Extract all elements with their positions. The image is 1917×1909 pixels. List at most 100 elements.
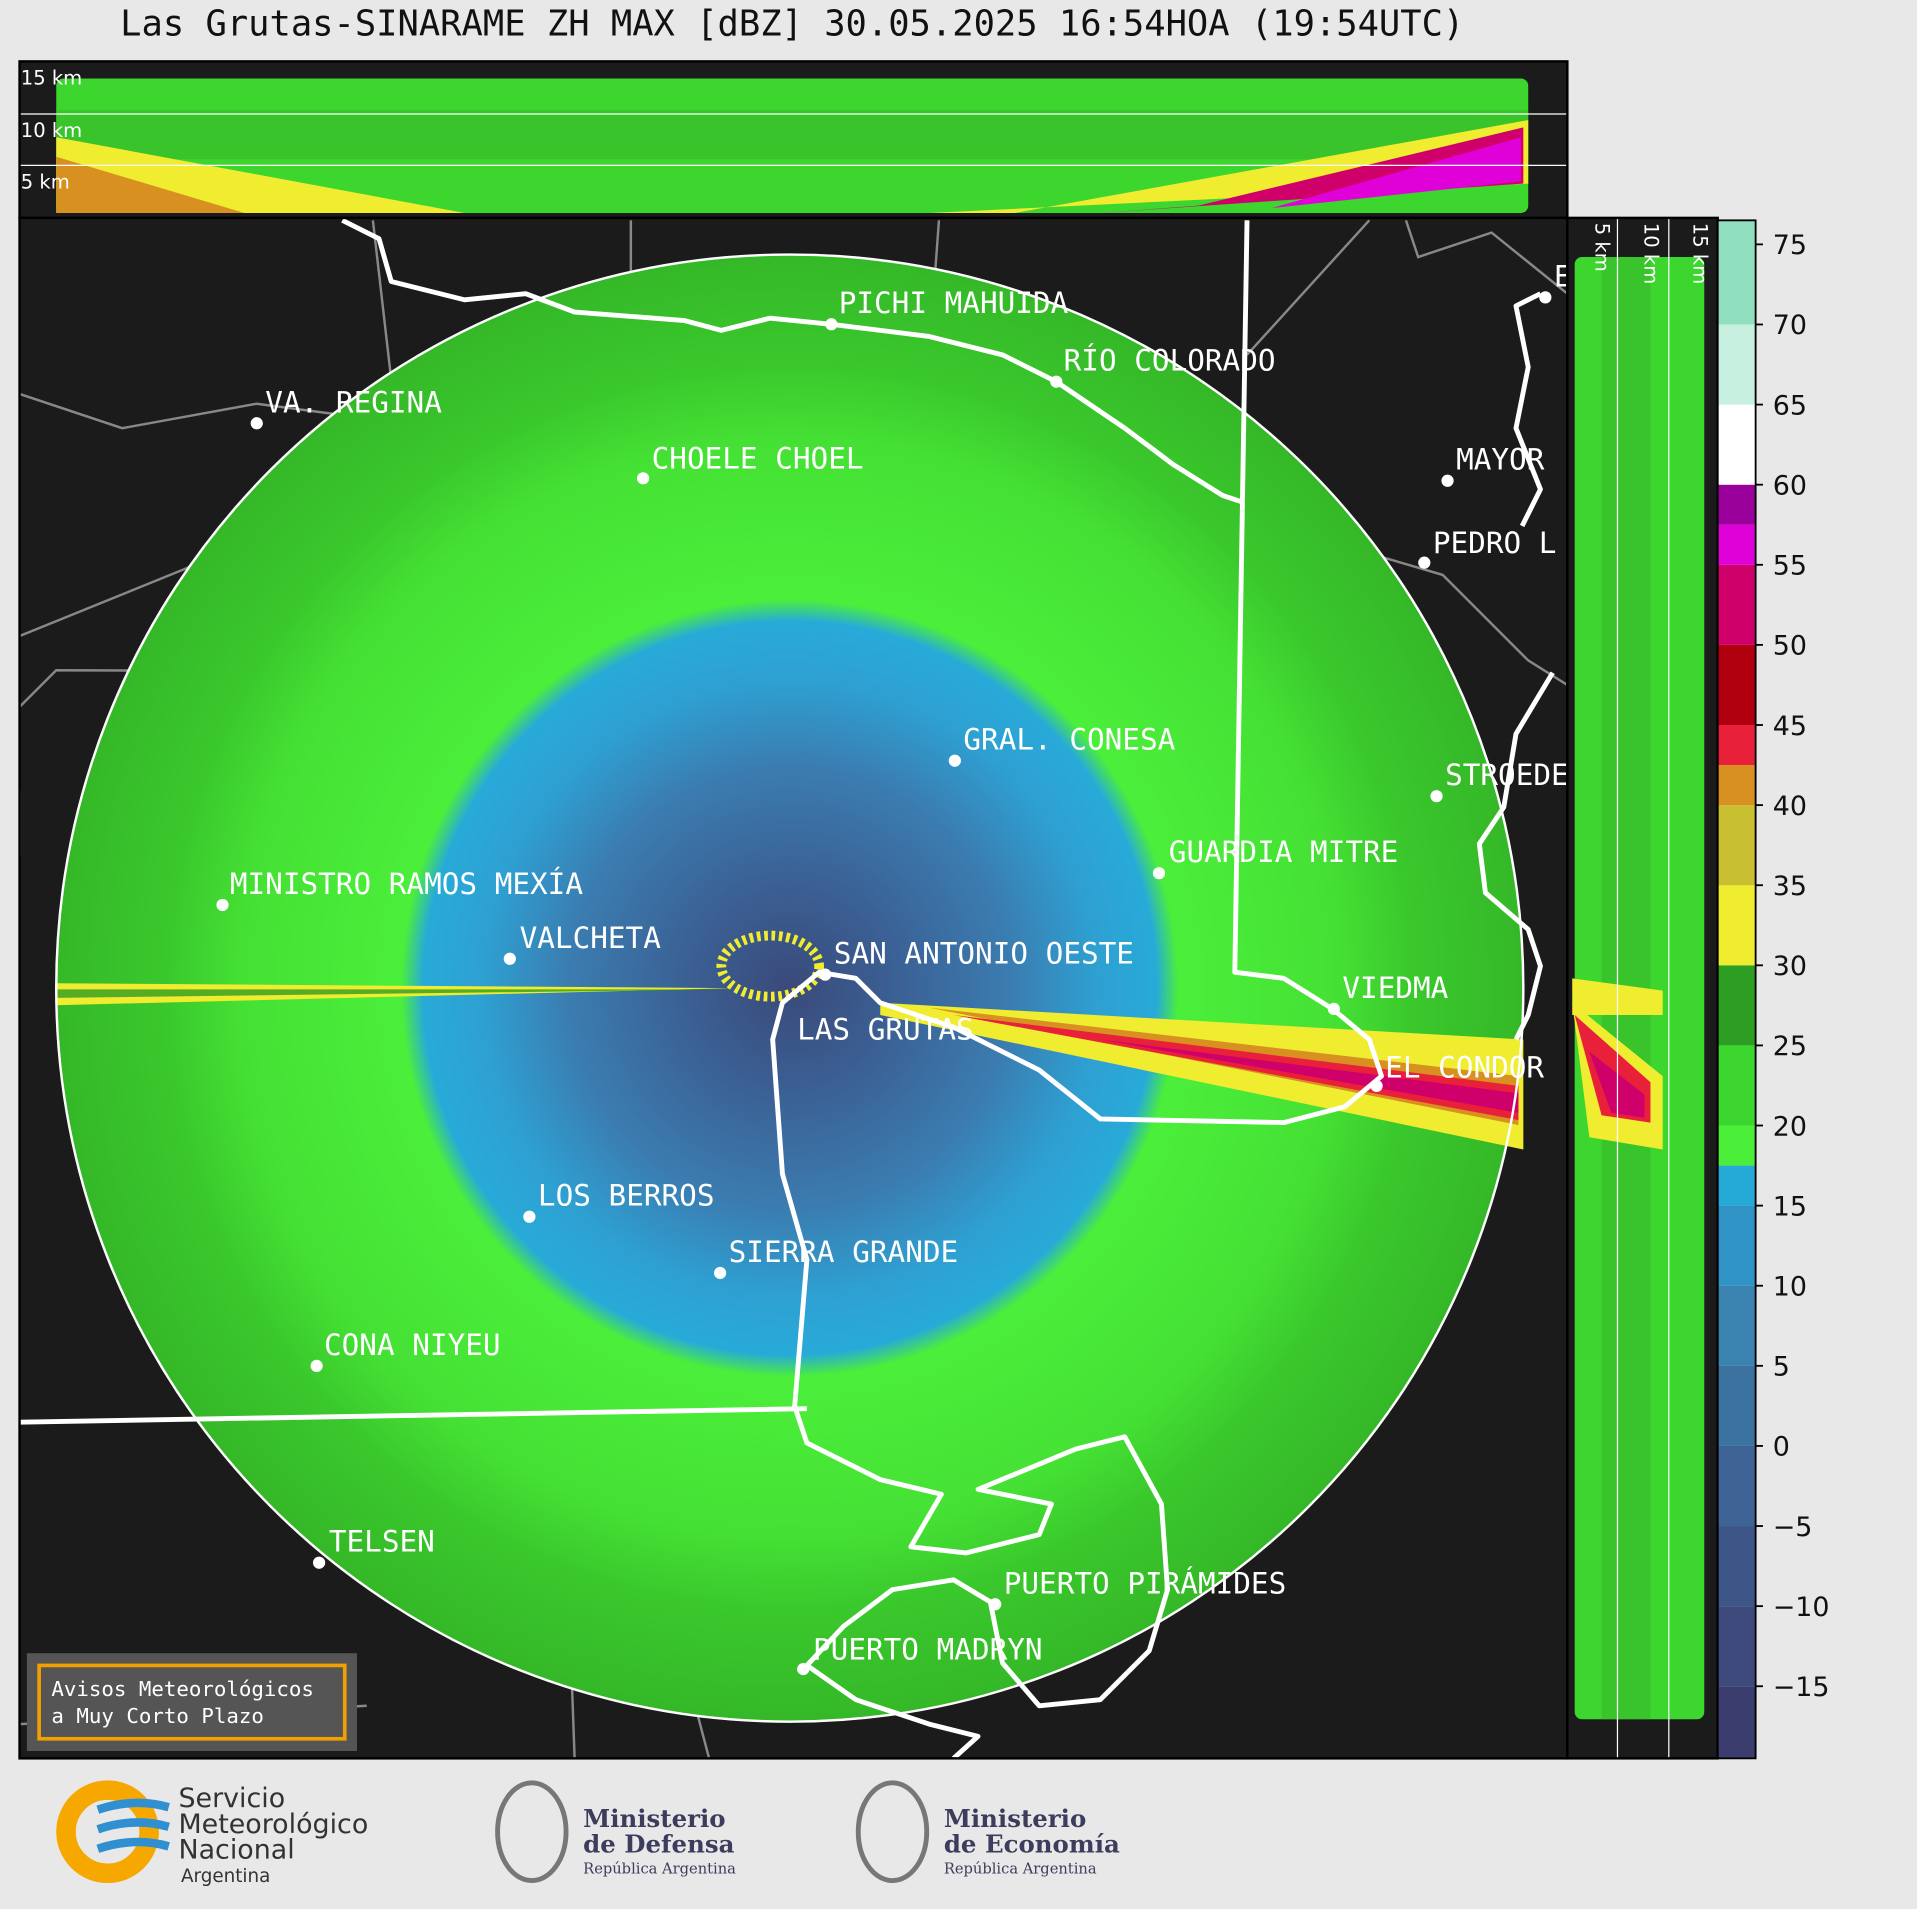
- colorbar-segment: [1717, 1165, 1756, 1206]
- place-dot: [1418, 556, 1431, 569]
- colorbar-segment: [1717, 644, 1756, 725]
- logo-text: Argentina: [181, 1866, 270, 1887]
- place-dot: [312, 1556, 326, 1569]
- notice-text: a Muy Corto Plazo: [51, 1704, 264, 1728]
- colorbar-tick-label: 20: [1773, 1111, 1807, 1142]
- place-label: PUERTO PIRÁMIDES: [1004, 1565, 1287, 1600]
- place-label: E: [1554, 259, 1572, 293]
- logo-text: República Argentina: [944, 1860, 1097, 1877]
- colorbar-tick-label: 30: [1773, 951, 1807, 982]
- range-ring: [55, 253, 1525, 1723]
- place-dot: [1430, 790, 1443, 803]
- colorbar-segment: [1717, 1285, 1756, 1366]
- colorbar-segment: [1717, 524, 1756, 565]
- place-label: MAYOR: [1456, 443, 1545, 477]
- place-dot: [713, 1266, 727, 1280]
- logo-text: Ministerio: [583, 1804, 725, 1833]
- colorbar-segment: [1717, 484, 1756, 525]
- place-dot: [989, 1598, 1002, 1611]
- place-dot: [1050, 375, 1063, 388]
- place-dot: [948, 754, 961, 767]
- colorbar-tick-label: 0: [1773, 1432, 1790, 1463]
- place-label: STROEDE: [1445, 758, 1569, 792]
- coastline-borders: [19, 218, 1555, 1759]
- colorbar-segment: [1717, 220, 1756, 325]
- place-dot: [310, 1359, 323, 1373]
- notice-box: [26, 1653, 357, 1752]
- logo-text: de Defensa: [583, 1829, 734, 1858]
- logo-text: Nacional: [178, 1835, 294, 1866]
- logo-text: República Argentina: [583, 1860, 736, 1877]
- height-label: 5 km: [21, 171, 70, 194]
- colorbar-tick-label: 25: [1773, 1031, 1807, 1062]
- colorbar-tick-label: 55: [1773, 551, 1807, 582]
- colorbar: −15 −10 −5 0 5 10 15 20 25 30 35 40 45 50 55 60 65 70 75: [1716, 219, 1830, 1760]
- place-label: CHOELE CHOEL: [652, 442, 864, 476]
- place-label: MINISTRO RAMOS MEXÍA: [230, 866, 583, 901]
- places: PICHI MAHUIDA RÍO COLORADO VA. REGINA CHOEL…: [216, 259, 1572, 1676]
- place-label: PICHI MAHUIDA: [839, 286, 1069, 320]
- height-label: 15 km: [21, 67, 82, 90]
- height-label: 10 km: [21, 119, 82, 142]
- clutter: [716, 930, 825, 1002]
- place-label: SAN ANTONIO OESTE: [834, 937, 1134, 971]
- echo-wedge: [1271, 137, 1521, 209]
- logo-text: de Economía: [944, 1829, 1120, 1858]
- colorbar-segment: [1717, 965, 1756, 1046]
- place-label: PEDRO L: [1433, 526, 1557, 560]
- colorbar-segment: [1717, 404, 1756, 485]
- place-label: CONA NIYEU: [324, 1328, 501, 1362]
- title: Las Grutas-SINARAME ZH MAX [dBZ] 30.05.2…: [120, 4, 1464, 45]
- colorbar-tick-label: −10: [1773, 1592, 1830, 1623]
- place-label: GRAL. CONESA: [963, 723, 1175, 757]
- colorbar-segment: [1717, 1445, 1756, 1527]
- colorbar-tick-label: 40: [1773, 791, 1807, 822]
- echo-streak: [880, 1002, 1524, 1150]
- echo-wedge: [56, 156, 245, 214]
- colorbar-tick-label: 75: [1773, 230, 1807, 261]
- shield: [495, 1780, 569, 1884]
- place-label: VALCHETA: [520, 921, 662, 955]
- colorbar-tick-label: 70: [1773, 310, 1807, 341]
- place-label: TELSEN: [329, 1525, 435, 1559]
- colorbar-segment: [1717, 1125, 1756, 1166]
- place-dot: [1441, 474, 1454, 487]
- place-dot: [797, 1662, 810, 1676]
- echo-streak: [56, 983, 734, 1006]
- place-label: EL CONDOR: [1385, 1050, 1544, 1084]
- place-label: LAS GRUTAS: [797, 1012, 974, 1046]
- shield: [855, 1780, 930, 1884]
- place-dot: [250, 417, 263, 430]
- place-dot: [1370, 1079, 1383, 1093]
- colorbar-tick-label: 65: [1773, 390, 1807, 421]
- colorbar-segment: [1717, 885, 1756, 966]
- notice-border: [37, 1663, 347, 1741]
- echo-band: [56, 110, 1529, 160]
- colorbar-tick-label: 50: [1773, 631, 1807, 662]
- top-cross-section: [19, 61, 1568, 218]
- colorbar-segment: [1717, 564, 1756, 645]
- colorbar-tick-label: 35: [1773, 871, 1807, 902]
- colorbar-segment: [1717, 724, 1756, 766]
- colorbar-segment: [1717, 1365, 1756, 1446]
- colorbar-tick-label: 5: [1773, 1352, 1790, 1383]
- place-label: SIERRA GRANDE: [729, 1235, 959, 1269]
- place-label: LOS BERROS: [538, 1179, 715, 1213]
- place-dot: [636, 472, 650, 485]
- smn-logo: [56, 1780, 159, 1884]
- radar-coverage: [56, 254, 1524, 1722]
- colorbar-tick-label: 10: [1773, 1272, 1807, 1303]
- colorbar-segment: [1717, 1686, 1756, 1759]
- colorbar-segment: [1717, 324, 1756, 405]
- colorbar-tick-label: 60: [1773, 470, 1807, 501]
- logo-text: Meteorológico: [178, 1809, 368, 1840]
- place-dot: [523, 1210, 536, 1223]
- logo-text: Servicio: [178, 1783, 285, 1814]
- smn-logo-waves: [96, 1798, 170, 1853]
- map: PICHI MAHUIDA RÍO COLORADO VA. REGINA CHOEL…: [19, 217, 1572, 1759]
- colorbar-frame: [1716, 219, 1757, 1760]
- place-dot: [503, 952, 516, 965]
- place-label: PUERTO MADRYN: [813, 1632, 1043, 1666]
